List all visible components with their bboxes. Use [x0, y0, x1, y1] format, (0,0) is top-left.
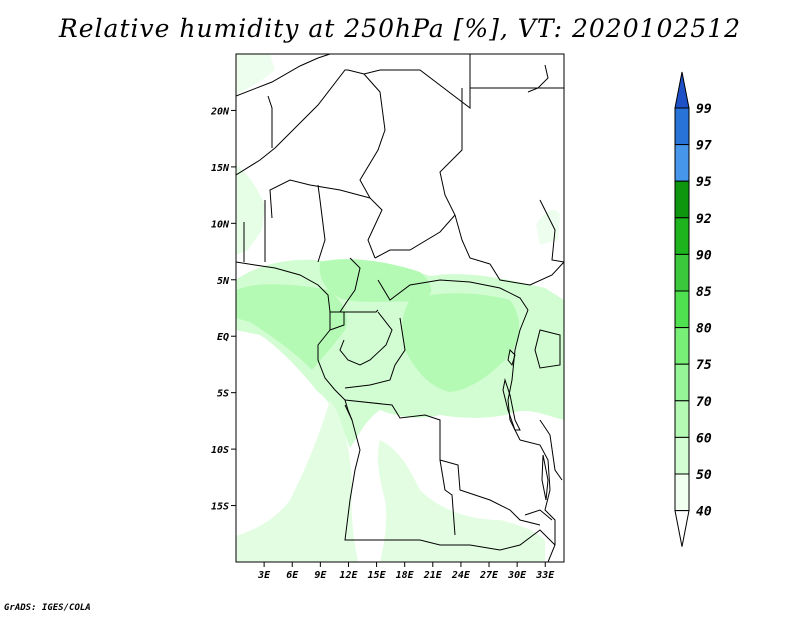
colorbar-segment: [674, 363, 690, 402]
coastline-northeast: [527, 64, 549, 93]
coastline-gulf-of-guinea: [236, 261, 353, 421]
humidity-core-west: [236, 284, 347, 370]
colorbar-segment: [674, 253, 690, 292]
map-frame: [235, 53, 565, 563]
border-angola-zambia: [439, 459, 456, 536]
colorbar-label: 95: [696, 175, 712, 190]
border-zimbabwe: [499, 529, 556, 562]
colorbar-label: 99: [696, 102, 712, 117]
border-niger-chad: [359, 73, 386, 259]
colorbar-label: 90: [696, 248, 712, 263]
lat-tick-label: 5N: [217, 276, 230, 287]
colorbar-segment: [674, 217, 690, 255]
border-mauritania-mali: [236, 54, 331, 97]
colorbar-label: 80: [696, 322, 712, 337]
border-nigeria-north: [269, 179, 371, 219]
border-angola-namibia: [344, 404, 501, 551]
lon-tick-label: 9E: [314, 570, 327, 581]
colorbar-segment: [674, 144, 690, 182]
rift-lakes: [502, 348, 521, 431]
colorbar-label: 92: [696, 212, 712, 227]
lat-tick-label: 10S: [211, 445, 229, 456]
lake-victoria: [534, 329, 561, 369]
colorbar: 99 97 95 92 90 85 80 75 70 60 50 40: [674, 71, 712, 547]
lon-tick-label: 24E: [451, 570, 471, 581]
colorbar-label: 50: [696, 468, 712, 483]
colorbar-label: 97: [696, 139, 712, 154]
humidity-field: [236, 54, 564, 562]
colorbar-segment: [674, 510, 690, 547]
lon-tick-label: 30E: [507, 570, 527, 581]
colorbar-segment: [674, 290, 690, 329]
lat-tick-label: 20N: [210, 106, 230, 117]
lon-tick-label: 33E: [535, 570, 555, 581]
border-zambia-mozambique: [524, 509, 553, 521]
border-sahel-north: [236, 54, 471, 176]
border-chad-sudan: [439, 88, 491, 265]
lat-tick-label: 15N: [211, 163, 230, 174]
lon-tick-label: 12E: [339, 570, 358, 581]
latitude-axis: 20N 15N 10N 5N EQ 5S 10S 15S: [210, 106, 236, 513]
colorbar-label: 85: [696, 285, 712, 300]
lat-tick-label: 5S: [217, 389, 229, 400]
lake-malawi: [541, 454, 549, 501]
chart-title: Relative humidity at 250hPa [%], VT: 202…: [58, 14, 742, 43]
border-car-drc: [377, 279, 529, 311]
humidity-core-north: [319, 259, 432, 302]
colorbar-segment: [674, 436, 690, 475]
colorbar-label: 40: [696, 505, 712, 520]
border-benin-nigeria: [317, 184, 326, 263]
colorbar-label: 60: [696, 431, 712, 446]
border-drc-east: [507, 309, 529, 441]
colorbar-label: 75: [696, 358, 712, 373]
country-borders: [236, 54, 564, 562]
colorbar-segment: [674, 71, 690, 109]
colorbar-label: 70: [696, 395, 712, 410]
colorbar-segment: [674, 473, 690, 512]
lon-tick-label: 21E: [423, 570, 443, 581]
lat-tick-label: 10N: [211, 219, 230, 230]
lon-tick-label: 18E: [396, 570, 415, 581]
colorbar-segment: [674, 400, 690, 438]
humidity-band-south: [377, 440, 545, 562]
humidity-patch-guinea: [236, 165, 265, 255]
colorbar-segment: [674, 327, 690, 365]
lon-tick-label: 6E: [286, 570, 299, 581]
border-congo-drc: [344, 317, 406, 389]
border-ethiopia: [539, 199, 564, 263]
humidity-patch-north: [236, 54, 275, 95]
border-tanzania-malawi: [519, 439, 556, 545]
lon-tick-label: 27E: [479, 570, 499, 581]
border-car-south-sudan: [374, 214, 564, 286]
border-gabon-congo: [339, 311, 393, 366]
humidity-band-southwest: [236, 400, 358, 562]
border-cameroon: [339, 257, 379, 313]
border-angola-drc-zambia: [344, 399, 541, 526]
lat-tick-label: 15S: [211, 502, 229, 513]
colorbar-segment: [674, 107, 690, 146]
border-mali-west: [267, 95, 273, 148]
longitude-axis: 3E 6E 9E 12E 15E 18E 21E 24E 27E 30E 33E: [257, 562, 555, 581]
border-tanzania-mozambique: [539, 419, 563, 481]
lat-tick-label: EQ: [217, 332, 229, 343]
humidity-core-congo: [402, 293, 520, 392]
credit-label: GrADS: IGES/COLA: [4, 603, 91, 613]
lon-tick-label: 15E: [368, 570, 387, 581]
colorbar-segment: [674, 180, 690, 219]
lon-tick-label: 3E: [257, 570, 271, 581]
